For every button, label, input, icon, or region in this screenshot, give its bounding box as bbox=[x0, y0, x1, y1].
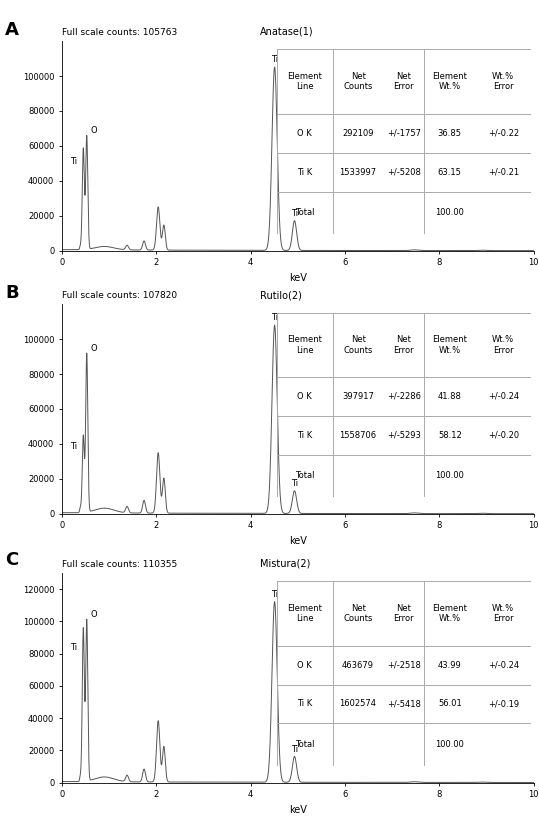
Text: B: B bbox=[5, 284, 19, 302]
Text: Full scale counts: 107820: Full scale counts: 107820 bbox=[62, 291, 177, 300]
Text: Rutilo(2): Rutilo(2) bbox=[260, 290, 302, 300]
Text: O: O bbox=[91, 126, 97, 135]
X-axis label: keV: keV bbox=[289, 273, 307, 283]
Text: O: O bbox=[91, 610, 97, 619]
Text: A: A bbox=[5, 21, 19, 39]
Text: Full scale counts: 105763: Full scale counts: 105763 bbox=[62, 28, 177, 37]
Text: Full scale counts: 110355: Full scale counts: 110355 bbox=[62, 560, 177, 569]
Text: Ti: Ti bbox=[71, 644, 78, 652]
Text: Anatase(1): Anatase(1) bbox=[260, 27, 314, 37]
Text: Ti: Ti bbox=[291, 209, 298, 218]
Text: C: C bbox=[5, 551, 19, 569]
X-axis label: keV: keV bbox=[289, 805, 307, 815]
Text: Ti: Ti bbox=[71, 441, 78, 450]
X-axis label: keV: keV bbox=[289, 536, 307, 546]
Text: Ti: Ti bbox=[291, 479, 298, 488]
Text: Ti: Ti bbox=[271, 313, 278, 322]
Text: Ti: Ti bbox=[71, 157, 78, 166]
Text: Ti: Ti bbox=[291, 745, 298, 754]
Text: Mistura(2): Mistura(2) bbox=[260, 559, 310, 569]
Text: Ti: Ti bbox=[271, 590, 278, 598]
Text: O: O bbox=[91, 344, 97, 353]
Text: Ti: Ti bbox=[271, 55, 278, 64]
